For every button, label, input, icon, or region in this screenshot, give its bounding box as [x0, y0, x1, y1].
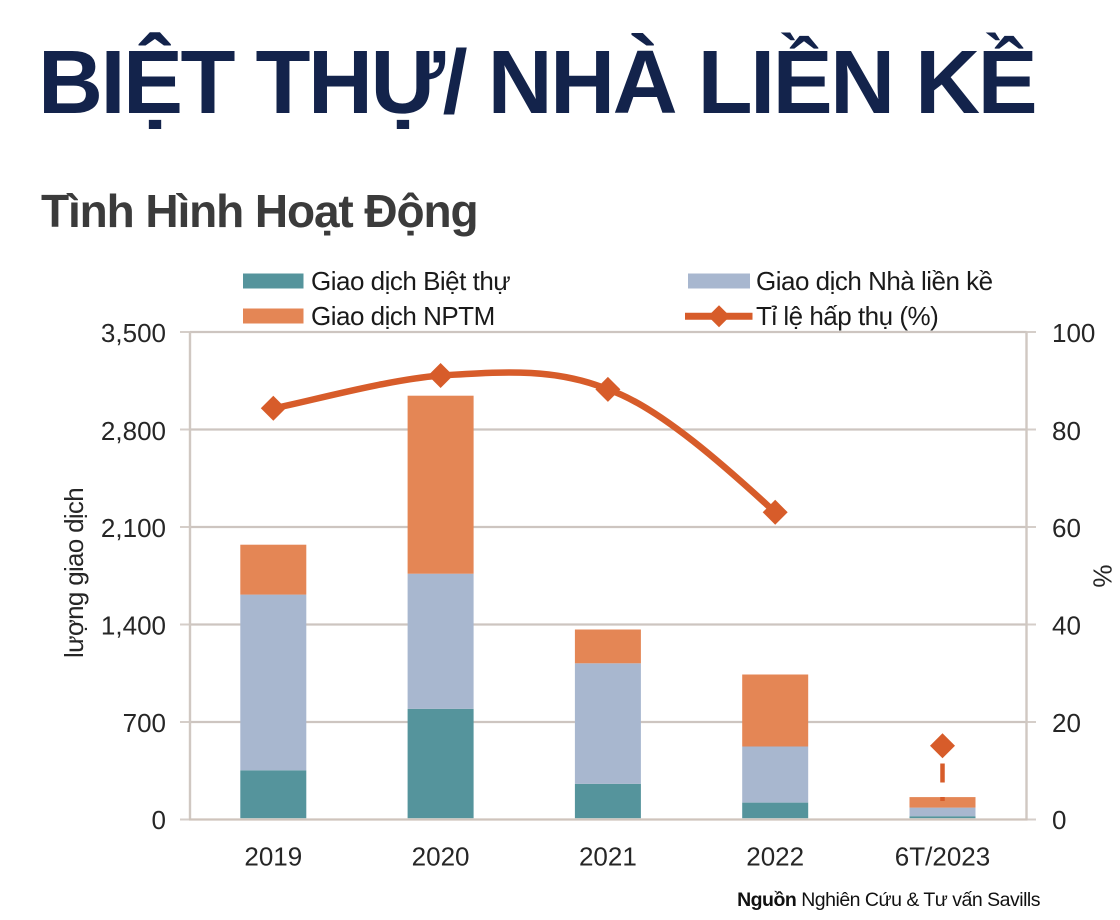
- svg-text:1,400: 1,400: [101, 611, 166, 641]
- svg-text:2019: 2019: [244, 842, 302, 872]
- svg-text:2021: 2021: [579, 842, 637, 872]
- svg-text:lượng giao dịch: lượng giao dịch: [59, 488, 89, 658]
- svg-text:0: 0: [1052, 805, 1066, 835]
- svg-text:2020: 2020: [412, 842, 470, 872]
- svg-text:BIỆT THỰ/ NHÀ LIỀN KỀ: BIỆT THỰ/ NHÀ LIỀN KỀ: [38, 31, 1035, 133]
- svg-text:0: 0: [152, 805, 166, 835]
- svg-text:6T/2023: 6T/2023: [895, 842, 990, 872]
- svg-text:3,500: 3,500: [101, 318, 166, 348]
- svg-text:Tình Hình Hoạt Động: Tình Hình Hoạt Động: [41, 185, 477, 237]
- svg-text:40: 40: [1052, 611, 1081, 641]
- svg-text:Giao dịch NPTM: Giao dịch NPTM: [311, 301, 495, 331]
- svg-text:80: 80: [1052, 416, 1081, 446]
- svg-text:Nguồn Nghiên Cứu & Tư vấn Savi: Nguồn Nghiên Cứu & Tư vấn Savills: [737, 889, 1041, 911]
- svg-text:Tỉ lệ hấp thụ (%): Tỉ lệ hấp thụ (%): [756, 301, 938, 331]
- svg-text:Giao dịch Biệt thự: Giao dịch Biệt thự: [311, 266, 510, 296]
- svg-text:60: 60: [1052, 513, 1081, 543]
- svg-text:100: 100: [1052, 318, 1095, 348]
- svg-text:20: 20: [1052, 708, 1081, 738]
- svg-text:Giao dịch Nhà liền kề: Giao dịch Nhà liền kề: [756, 266, 993, 296]
- svg-text:%: %: [1088, 564, 1118, 587]
- svg-text:700: 700: [123, 708, 166, 738]
- svg-text:2022: 2022: [746, 842, 804, 872]
- svg-text:2,800: 2,800: [101, 416, 166, 446]
- svg-text:2,100: 2,100: [101, 513, 166, 543]
